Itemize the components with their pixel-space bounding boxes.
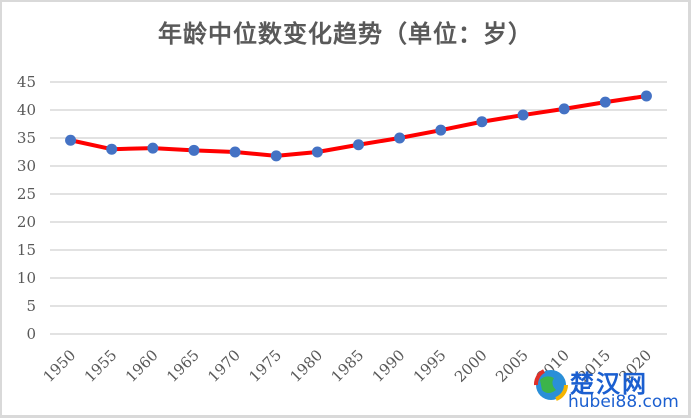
- y-tick-label: 20: [17, 213, 36, 231]
- data-point-marker: [188, 144, 200, 156]
- gridlines: [50, 81, 667, 335]
- data-point-marker: [394, 132, 406, 144]
- x-tick-label: 1955: [81, 346, 121, 386]
- y-tick-label: 10: [17, 269, 36, 287]
- y-tick-label: 45: [17, 73, 36, 91]
- data-point-marker: [517, 109, 529, 121]
- y-tick-label: 15: [17, 241, 36, 259]
- y-tick-label: 35: [17, 129, 36, 147]
- data-point-marker: [640, 90, 652, 102]
- x-tick-label: 2005: [492, 346, 532, 386]
- y-axis-ticks: 0 5 10 15 20 25 30 35 40 45: [17, 73, 36, 343]
- data-point-marker: [229, 146, 241, 158]
- data-point-marker: [147, 142, 159, 154]
- x-tick-label: 2000: [451, 346, 491, 386]
- x-tick-label: 1990: [369, 346, 409, 386]
- y-tick-label: 30: [17, 157, 36, 175]
- x-tick-label: 1975: [245, 346, 285, 386]
- data-point-marker: [353, 139, 364, 151]
- x-tick-label: 1960: [122, 346, 162, 386]
- y-tick-label: 0: [26, 325, 36, 343]
- y-tick-label: 25: [17, 185, 36, 203]
- data-point-marker: [311, 146, 323, 158]
- watermark-cn-text: 楚汉网: [570, 370, 648, 398]
- x-tick-label: 1970: [204, 346, 244, 386]
- x-tick-label: 1985: [328, 346, 368, 386]
- globe-icon: [534, 369, 568, 401]
- data-point-marker: [476, 116, 488, 128]
- data-point-marker: [435, 124, 447, 136]
- y-tick-label: 40: [17, 101, 36, 119]
- watermark-logo: 楚汉网 hubei88.com: [528, 362, 688, 414]
- y-tick-label: 5: [26, 297, 36, 315]
- chart-title: 年龄中位数变化趋势（单位：岁）: [158, 19, 533, 48]
- data-point-marker: [106, 143, 118, 155]
- data-point-marker: [599, 96, 611, 108]
- x-tick-label: 1965: [163, 346, 203, 386]
- series-markers: [65, 90, 652, 162]
- x-tick-label: 1980: [286, 346, 326, 386]
- watermark-en-text: hubei88.com: [568, 392, 679, 412]
- x-tick-label: 1950: [40, 346, 80, 386]
- data-point-marker: [65, 134, 77, 146]
- data-point-marker: [558, 103, 570, 115]
- data-point-marker: [270, 150, 282, 162]
- x-tick-label: 1995: [410, 346, 450, 386]
